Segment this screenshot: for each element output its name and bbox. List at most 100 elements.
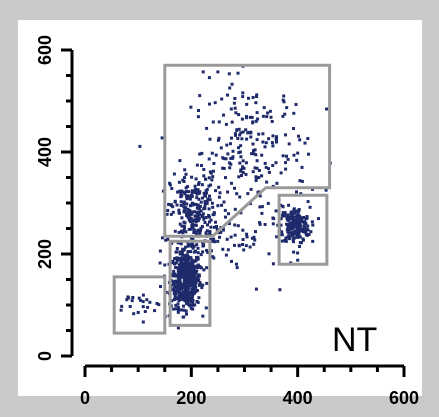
- data-point: [244, 128, 248, 132]
- data-point: [120, 304, 124, 308]
- data-point: [224, 157, 228, 161]
- data-point: [189, 261, 193, 265]
- data-point: [275, 235, 279, 239]
- data-point: [212, 211, 216, 215]
- data-point: [203, 193, 207, 197]
- data-point: [296, 258, 300, 262]
- data-point: [251, 142, 255, 146]
- data-point: [177, 308, 181, 312]
- data-point: [191, 307, 195, 311]
- data-point: [201, 212, 205, 216]
- data-point: [260, 153, 264, 157]
- data-point: [190, 189, 194, 193]
- data-point: [238, 150, 242, 154]
- data-point: [196, 188, 200, 192]
- data-point: [230, 82, 234, 86]
- data-point: [255, 166, 259, 170]
- data-point: [187, 265, 191, 269]
- axes-layer: [70, 50, 404, 368]
- data-point: [170, 241, 174, 245]
- data-point: [194, 223, 198, 227]
- data-point: [211, 213, 215, 217]
- data-point: [193, 290, 197, 294]
- data-point: [296, 151, 300, 155]
- data-point: [292, 111, 296, 115]
- data-point: [209, 183, 212, 187]
- data-point: [189, 250, 193, 254]
- data-point: [196, 219, 200, 223]
- data-point: [248, 115, 252, 119]
- data-point: [172, 307, 176, 311]
- data-point: [237, 244, 241, 248]
- data-point: [245, 137, 249, 141]
- data-point: [245, 102, 249, 106]
- data-point: [267, 170, 271, 174]
- data-point: [222, 200, 226, 204]
- data-point: [291, 223, 295, 227]
- data-point: [191, 244, 195, 248]
- data-point: [176, 326, 180, 330]
- data-point: [119, 308, 123, 312]
- gate-right: [277, 193, 329, 266]
- data-point: [214, 153, 218, 157]
- data-point: [302, 230, 305, 234]
- data-point: [258, 194, 262, 198]
- data-point: [183, 192, 187, 196]
- data-point: [185, 254, 189, 258]
- data-point: [211, 120, 215, 124]
- data-point: [189, 212, 192, 216]
- data-point: [198, 204, 202, 208]
- data-point: [189, 277, 193, 281]
- data-point: [145, 298, 149, 302]
- data-point: [292, 240, 295, 244]
- data-point: [168, 183, 172, 187]
- data-point: [267, 252, 271, 256]
- data-point: [281, 98, 285, 102]
- data-point: [183, 176, 186, 180]
- data-point: [184, 206, 188, 210]
- data-point: [183, 210, 187, 214]
- data-point: [204, 306, 208, 310]
- data-point: [310, 220, 314, 224]
- data-point: [194, 220, 198, 224]
- data-point: [155, 302, 159, 305]
- x-tick-label: 0: [80, 388, 90, 408]
- data-point: [301, 227, 305, 231]
- data-point: [260, 205, 264, 209]
- data-point: [174, 273, 178, 277]
- data-point: [217, 231, 221, 235]
- data-point: [258, 205, 262, 209]
- data-point: [205, 229, 209, 233]
- data-point: [249, 187, 253, 191]
- data-point: [311, 187, 314, 191]
- data-point: [184, 245, 188, 249]
- data-point: [191, 298, 195, 302]
- data-point: [189, 256, 193, 260]
- data-point: [191, 303, 195, 307]
- data-point: [182, 247, 186, 251]
- data-point: [284, 133, 287, 137]
- data-point: [200, 151, 204, 155]
- data-point: [190, 210, 194, 214]
- data-point: [285, 154, 288, 158]
- data-point: [196, 278, 200, 282]
- data-point: [190, 175, 194, 179]
- data-point: [195, 300, 199, 303]
- data-point: [190, 273, 194, 277]
- data-point: [168, 181, 172, 185]
- data-point: [185, 256, 189, 260]
- x-tick-label: 600: [389, 388, 419, 408]
- data-point: [241, 91, 245, 95]
- data-point: [241, 228, 245, 232]
- data-point: [177, 266, 181, 270]
- data-point: [208, 220, 211, 224]
- data-point: [191, 246, 195, 250]
- data-point: [286, 224, 290, 228]
- data-point: [298, 245, 301, 248]
- data-point: [201, 215, 204, 218]
- data-point: [237, 151, 241, 155]
- data-point: [176, 284, 180, 288]
- data-point: [215, 225, 218, 228]
